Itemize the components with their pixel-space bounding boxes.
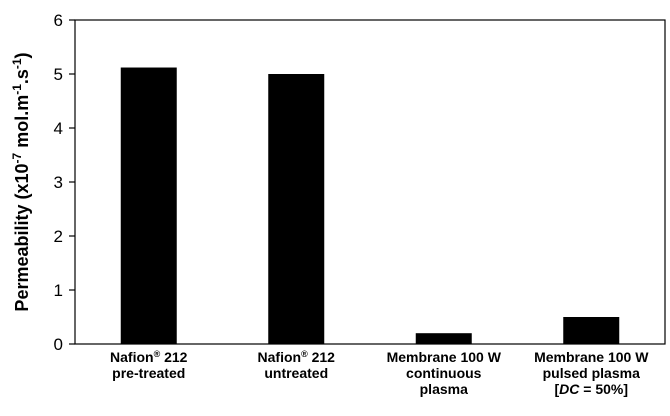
x-category-label: Nafion® 212 untreated [258, 349, 336, 381]
y-tick-label: 4 [54, 119, 63, 138]
y-tick-label: 2 [54, 227, 63, 246]
x-axis-category-labels: Nafion® 212 pre-treated Nafion® 212 untreat… [110, 349, 649, 397]
bar [268, 74, 325, 344]
y-tick-label: 6 [54, 11, 63, 30]
x-category-label: Nafion® 212 pre-treated [110, 349, 188, 381]
y-axis: 0 1 2 3 4 5 6 [54, 11, 75, 354]
y-axis-title: Permeability (x10-7 mol.m-1.s-1) [10, 52, 32, 311]
y-tick-label: 1 [54, 281, 63, 300]
bar [415, 333, 472, 344]
bar [120, 67, 177, 345]
y-tick-label: 0 [54, 335, 63, 354]
bar [563, 317, 620, 344]
bars [120, 67, 620, 345]
y-tick-label: 5 [54, 65, 63, 84]
y-tick-label: 3 [54, 173, 63, 192]
